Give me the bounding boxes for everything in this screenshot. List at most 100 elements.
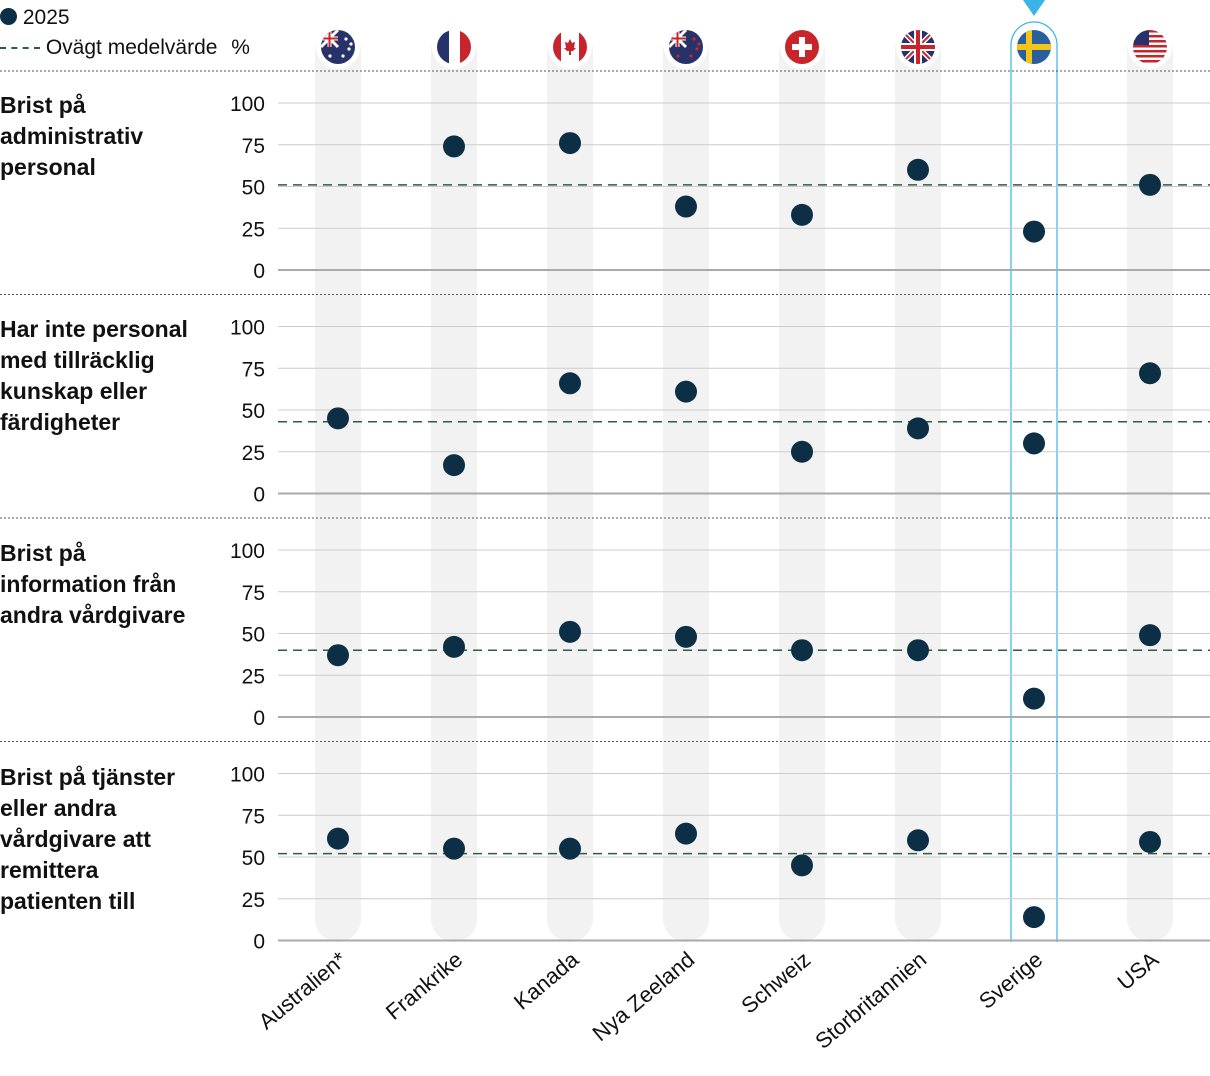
sweden-flag-icon bbox=[1012, 25, 1056, 69]
flag-part bbox=[1133, 45, 1167, 48]
flag-part bbox=[1133, 40, 1167, 43]
star bbox=[692, 37, 696, 41]
data-point bbox=[791, 440, 813, 463]
column-band bbox=[663, 28, 709, 942]
france-flag-icon bbox=[432, 25, 476, 69]
data-point bbox=[907, 158, 929, 181]
panel-title: Brist på tjänster eller andra vårdgivare… bbox=[0, 764, 176, 914]
data-point bbox=[675, 625, 697, 648]
column-band bbox=[547, 28, 593, 942]
x-tick-label: Kanada bbox=[509, 946, 584, 1014]
panel-title: Brist på administrativ personal bbox=[0, 92, 144, 180]
usa-flag-icon bbox=[1128, 25, 1172, 69]
maple-leaf bbox=[564, 39, 576, 55]
x-tick-label: Australien* bbox=[254, 946, 352, 1034]
data-point bbox=[675, 380, 697, 403]
x-tick-label: Frankrike bbox=[381, 947, 467, 1025]
flag-part bbox=[449, 30, 460, 64]
flag-part bbox=[1133, 50, 1167, 53]
x-tick-label: USA bbox=[1112, 946, 1163, 994]
flag bbox=[785, 30, 819, 64]
flag bbox=[1133, 30, 1167, 64]
data-point bbox=[675, 822, 697, 845]
flag-part bbox=[669, 30, 686, 47]
panel-title: Har inte personal med tillräcklig kunska… bbox=[0, 316, 188, 435]
data-point bbox=[791, 854, 813, 877]
data-point bbox=[443, 837, 465, 860]
data-point bbox=[1023, 432, 1045, 455]
legend-2025: 2025 bbox=[0, 6, 70, 30]
data-point bbox=[1139, 362, 1161, 385]
y-tick-label: 100 bbox=[230, 764, 265, 787]
y-tick-label: 25 bbox=[242, 665, 265, 688]
data-point bbox=[1139, 173, 1161, 196]
y-tick-label: 25 bbox=[242, 889, 265, 912]
y-tick-label: 25 bbox=[242, 218, 265, 241]
panel-title: Brist på information från andra vårdgiva… bbox=[0, 540, 186, 628]
x-tick-label: Nya Zeeland bbox=[588, 947, 700, 1046]
x-tick-label: Sverige bbox=[974, 947, 1047, 1014]
flag bbox=[1017, 30, 1051, 64]
flag bbox=[321, 30, 355, 64]
data-point bbox=[1023, 687, 1045, 710]
y-tick-label: 50 bbox=[242, 624, 265, 647]
column-band bbox=[779, 28, 825, 942]
x-tick-label: Schweiz bbox=[736, 947, 815, 1019]
y-tick-label: 75 bbox=[242, 582, 265, 605]
flag bbox=[553, 30, 587, 64]
y-tick-label: 75 bbox=[242, 135, 265, 158]
star bbox=[697, 42, 701, 46]
legend-mean: Ovägt medelvärde % bbox=[0, 36, 250, 60]
star bbox=[676, 54, 680, 58]
flag-part bbox=[553, 30, 561, 64]
star bbox=[341, 54, 345, 58]
y-tick-label: 0 bbox=[253, 260, 265, 283]
column-band bbox=[431, 28, 477, 942]
australia-flag-icon bbox=[316, 25, 360, 69]
data-point bbox=[675, 195, 697, 218]
data-point bbox=[327, 407, 349, 430]
y-tick-label: 50 bbox=[242, 177, 265, 200]
data-point bbox=[559, 837, 581, 860]
data-point bbox=[1023, 220, 1045, 243]
data-point bbox=[1139, 830, 1161, 853]
y-tick-label: 50 bbox=[242, 400, 265, 423]
star bbox=[347, 47, 351, 51]
star bbox=[328, 54, 332, 58]
flag bbox=[901, 30, 935, 64]
data-point bbox=[327, 827, 349, 850]
canada-flag-icon bbox=[548, 25, 592, 69]
column-band bbox=[895, 28, 941, 942]
uk-flag-icon bbox=[896, 25, 940, 69]
highlight-arrow-icon bbox=[1023, 0, 1045, 16]
data-point bbox=[443, 454, 465, 477]
column-band bbox=[315, 28, 361, 942]
y-tick-label: 0 bbox=[253, 707, 265, 730]
flag-part bbox=[916, 30, 920, 64]
flag-part bbox=[579, 30, 587, 64]
y-tick-label: 75 bbox=[242, 805, 265, 828]
y-tick-label: 75 bbox=[242, 358, 265, 381]
flag-part bbox=[1017, 44, 1051, 50]
flag-part bbox=[1133, 55, 1167, 58]
data-point bbox=[907, 829, 929, 852]
data-point bbox=[443, 635, 465, 658]
data-point bbox=[327, 644, 349, 667]
flag bbox=[437, 30, 471, 64]
data-point bbox=[907, 417, 929, 440]
data-point bbox=[1139, 624, 1161, 647]
switzerland-flag-icon bbox=[780, 25, 824, 69]
y-tick-label: 100 bbox=[230, 317, 265, 340]
star bbox=[344, 37, 348, 41]
y-tick-label: 100 bbox=[230, 540, 265, 563]
star bbox=[695, 47, 699, 51]
x-tick-label: Storbritannien bbox=[810, 947, 931, 1054]
legend-dot-icon bbox=[0, 8, 17, 25]
flag bbox=[669, 30, 703, 64]
data-point bbox=[559, 620, 581, 643]
flag-part bbox=[1133, 60, 1167, 63]
data-point bbox=[791, 203, 813, 226]
highlight-column bbox=[1010, 21, 1058, 942]
